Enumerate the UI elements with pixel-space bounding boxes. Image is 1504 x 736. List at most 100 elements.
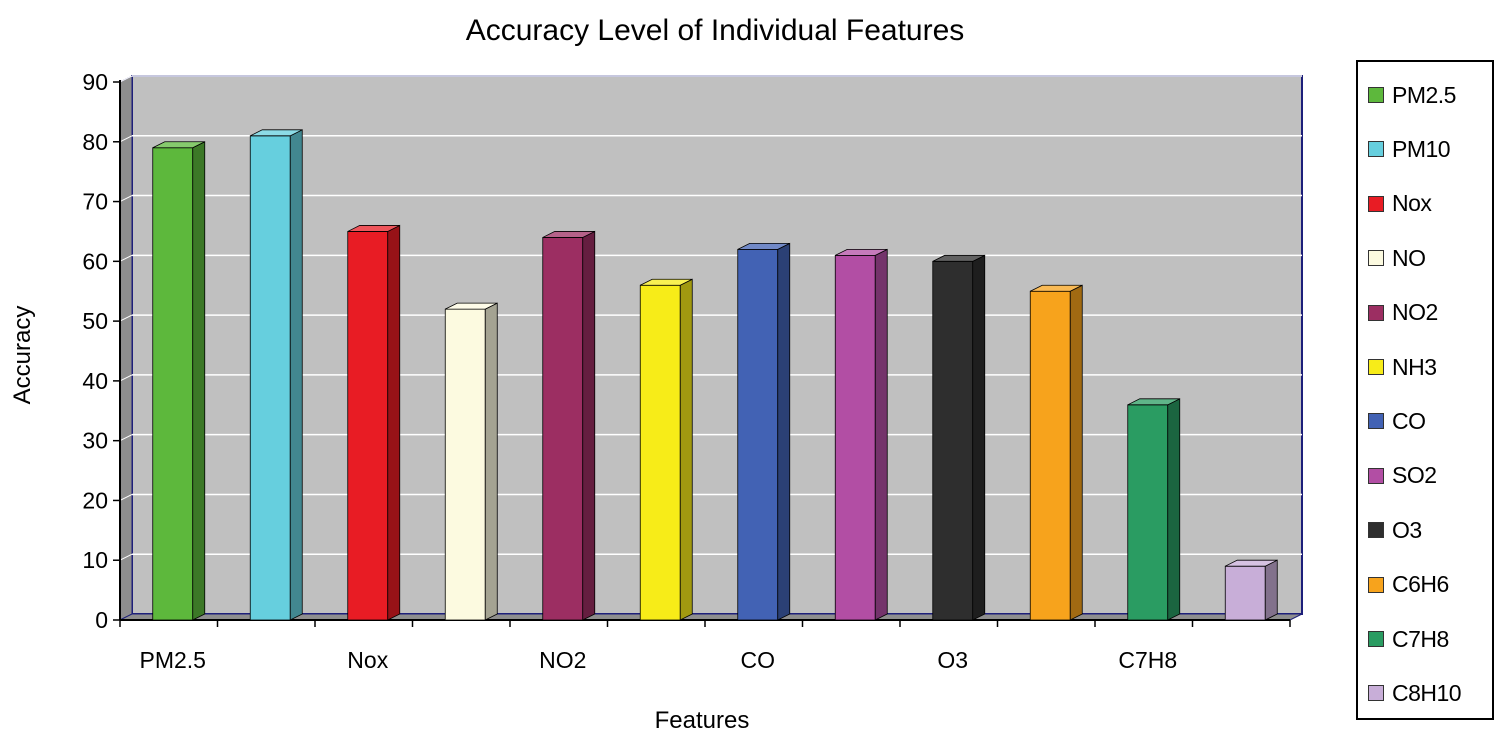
legend-swatch: [1368, 685, 1384, 702]
bar: [152, 147, 194, 621]
y-tick-label: 80: [82, 129, 108, 155]
bar-top: [347, 225, 400, 232]
bar-top: [250, 129, 303, 137]
bar-side: [484, 302, 498, 621]
legend-item: C8H10: [1368, 678, 1462, 708]
bar-side: [1264, 559, 1278, 621]
bar: [1029, 290, 1071, 621]
legend-label: NO: [1392, 244, 1426, 271]
bar-top: [445, 302, 498, 310]
legend-swatch: [1368, 413, 1384, 430]
bar: [542, 237, 584, 621]
x-axis-label: Features: [655, 707, 750, 734]
y-tick-label: 60: [82, 248, 108, 274]
y-axis-label: Accuracy: [9, 306, 36, 405]
bar-side: [874, 248, 888, 621]
legend-item: O3: [1368, 515, 1422, 545]
legend-label: PM2.5: [1392, 81, 1456, 108]
bar: [347, 231, 389, 621]
gridline-side: [119, 75, 133, 83]
y-tick-label: 40: [82, 368, 108, 394]
gridline-side: [119, 374, 133, 382]
bar-side: [289, 129, 303, 621]
legend-label: C8H10: [1392, 679, 1462, 706]
legend-label: C7H8: [1392, 625, 1449, 652]
legend-swatch: [1368, 195, 1384, 212]
x-tick-label: PM2.5: [140, 647, 206, 673]
legend: PM2.5 PM10 Nox NO NO2 NH3 CO SO2 O3 C6H6 C7H8 C8H10: [1356, 60, 1494, 720]
y-tick-label: 50: [82, 308, 108, 334]
bar-top: [835, 248, 888, 256]
y-tick-label: 70: [82, 189, 108, 215]
gridline-side: [119, 553, 133, 561]
plot-area: 0 10 20 30 40 50 60 70 80 90 PM2.5 Nox NO2 CO O3 C7H8: [82, 69, 1303, 673]
x-tick-label: NO2: [539, 647, 586, 673]
gridline-side: [119, 434, 133, 442]
x-tick-label: Nox: [347, 647, 388, 673]
legend-item: NO2: [1368, 298, 1438, 328]
bar-top: [932, 254, 985, 262]
bar: [639, 284, 681, 621]
y-tick-label: 20: [82, 487, 108, 513]
bar-side: [1069, 284, 1083, 621]
gridline-side: [119, 135, 133, 143]
legend-item: SO2: [1368, 461, 1437, 491]
chart-title: Accuracy Level of Individual Features: [466, 14, 965, 47]
bar-top: [1030, 284, 1083, 292]
legend-item: NH3: [1368, 352, 1437, 382]
plot-background: [131, 75, 1303, 615]
legend-label: PM10: [1392, 135, 1451, 162]
y-tick-label: 10: [82, 547, 108, 573]
gridline-side: [119, 195, 133, 203]
legend-swatch: [1368, 576, 1384, 593]
bar-side: [192, 141, 206, 621]
x-tick-label: C7H8: [1118, 647, 1177, 673]
legend-swatch: [1368, 141, 1384, 158]
bar-top: [640, 278, 693, 286]
bar-top: [152, 141, 205, 149]
legend-item: CO: [1368, 406, 1426, 436]
bar-top: [542, 231, 595, 238]
legend-swatch: [1368, 467, 1384, 484]
bar: [932, 260, 974, 621]
bar: [1127, 404, 1169, 621]
gridline-side: [119, 314, 133, 322]
x-tick-label: CO: [741, 647, 776, 673]
legend-swatch: [1368, 522, 1384, 539]
bar-side: [972, 254, 986, 621]
bar: [737, 248, 779, 621]
legend-item: PM10: [1368, 134, 1451, 164]
legend-swatch: [1368, 631, 1384, 647]
legend-item: PM2.5: [1368, 80, 1456, 110]
bar-side: [679, 278, 693, 621]
y-tick-label: 30: [82, 428, 108, 454]
y-tick-label: 90: [82, 69, 108, 95]
legend-label: O3: [1392, 516, 1422, 543]
legend-label: NH3: [1392, 353, 1437, 380]
bar-side: [777, 242, 791, 621]
legend-swatch: [1368, 250, 1384, 267]
bar-top: [1127, 398, 1180, 406]
bar-top: [737, 242, 790, 250]
legend-label: NO2: [1392, 299, 1438, 326]
gridline-side: [119, 254, 133, 262]
bar: [444, 308, 486, 621]
legend-swatch: [1368, 87, 1384, 103]
plot-side-wall: [119, 75, 133, 621]
bar: [249, 135, 291, 621]
bar-side: [582, 230, 596, 621]
legend-item: C6H6: [1368, 570, 1449, 600]
bar-side: [1167, 398, 1181, 621]
bar: [834, 254, 876, 621]
legend-label: Nox: [1392, 190, 1432, 217]
legend-item: Nox: [1368, 189, 1432, 219]
y-tick-label: 0: [95, 607, 108, 633]
legend-label: SO2: [1392, 462, 1437, 489]
bar-top: [1225, 559, 1278, 567]
legend-label: CO: [1392, 407, 1426, 434]
legend-swatch: [1368, 359, 1384, 375]
x-tick-label: O3: [937, 647, 968, 673]
bar: [1224, 565, 1266, 621]
